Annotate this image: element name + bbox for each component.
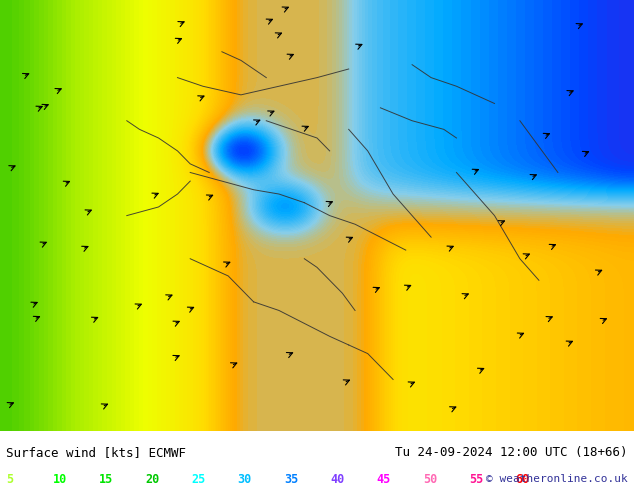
Text: 50: 50 [423, 473, 437, 486]
Text: 15: 15 [99, 473, 113, 486]
Text: © weatheronline.co.uk: © weatheronline.co.uk [486, 474, 628, 485]
Text: Tu 24-09-2024 12:00 UTC (18+66): Tu 24-09-2024 12:00 UTC (18+66) [395, 446, 628, 459]
Text: 20: 20 [145, 473, 159, 486]
Text: 35: 35 [284, 473, 298, 486]
Text: 55: 55 [469, 473, 483, 486]
Text: 60: 60 [515, 473, 529, 486]
Text: 25: 25 [191, 473, 205, 486]
Text: 40: 40 [330, 473, 344, 486]
Text: 5: 5 [6, 473, 13, 486]
Text: 30: 30 [238, 473, 252, 486]
Text: 10: 10 [53, 473, 67, 486]
Text: Surface wind [kts] ECMWF: Surface wind [kts] ECMWF [6, 446, 186, 459]
Text: 45: 45 [377, 473, 391, 486]
